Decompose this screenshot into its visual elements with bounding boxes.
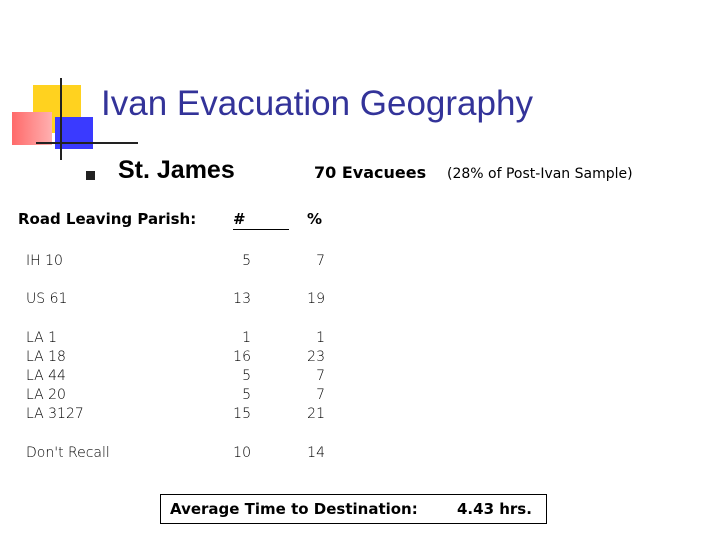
table-row: US 61 13 19 — [0, 290, 720, 309]
row-count: 16 — [233, 349, 251, 365]
header-road: Road Leaving Parish: — [18, 210, 197, 228]
table-row: IH 10 5 7 — [0, 252, 720, 271]
table-row: LA 44 5 7 — [0, 367, 720, 386]
row-percent: 7 — [316, 387, 325, 403]
row-count: 13 — [233, 291, 251, 307]
deco-vertical-line — [60, 78, 62, 160]
table-row: LA 1 1 1 — [0, 329, 720, 348]
deco-horizontal-line — [36, 142, 138, 144]
header-percent: % — [307, 210, 323, 228]
evacuee-count: 70 Evacuees — [314, 163, 427, 182]
row-count: 1 — [242, 330, 251, 346]
road-name: LA 3127 — [26, 406, 84, 422]
parish-name: St. James — [118, 156, 235, 184]
road-name: LA 20 — [26, 387, 66, 403]
row-count: 5 — [242, 387, 251, 403]
row-count: 5 — [242, 368, 251, 384]
row-count: 5 — [242, 253, 251, 269]
road-name: LA 18 — [26, 349, 66, 365]
slide-title: Ivan Evacuation Geography — [101, 84, 533, 123]
row-group: US 61 13 19 — [0, 290, 720, 309]
table-row: LA 3127 15 21 — [0, 405, 720, 424]
evacuee-note: (28% of Post-Ivan Sample) — [447, 166, 633, 182]
row-percent: 19 — [307, 291, 325, 307]
table-row: LA 18 16 23 — [0, 348, 720, 367]
average-time-value: 4.43 hrs. — [457, 500, 532, 518]
row-group: LA 1 1 1 LA 18 16 23 LA 44 5 7 LA 20 5 7 LA 3127 15 21 — [0, 329, 720, 424]
row-percent: 23 — [307, 349, 325, 365]
row-group: Don't Recall 10 14 — [0, 444, 720, 463]
row-count: 10 — [233, 445, 251, 461]
deco-red-square — [12, 112, 52, 145]
row-group: IH 10 5 7 — [0, 252, 720, 271]
road-name: LA 1 — [26, 330, 58, 346]
row-percent: 1 — [316, 330, 325, 346]
table-row: LA 20 5 7 — [0, 386, 720, 405]
row-percent: 14 — [307, 445, 325, 461]
row-percent: 21 — [307, 406, 325, 422]
header-count-label: # — [233, 210, 246, 228]
road-name: US 61 — [26, 291, 68, 307]
table-row: Don't Recall 10 14 — [0, 444, 720, 463]
road-name: IH 10 — [26, 253, 63, 269]
average-time-box: Average Time to Destination: 4.43 hrs. — [160, 494, 547, 524]
row-percent: 7 — [316, 253, 325, 269]
road-name: Don't Recall — [26, 445, 110, 461]
header-count: # — [233, 210, 289, 230]
road-name: LA 44 — [26, 368, 66, 384]
bullet-square-icon — [86, 171, 95, 180]
row-count: 15 — [233, 406, 251, 422]
row-percent: 7 — [316, 368, 325, 384]
average-time-label: Average Time to Destination: — [170, 500, 418, 518]
